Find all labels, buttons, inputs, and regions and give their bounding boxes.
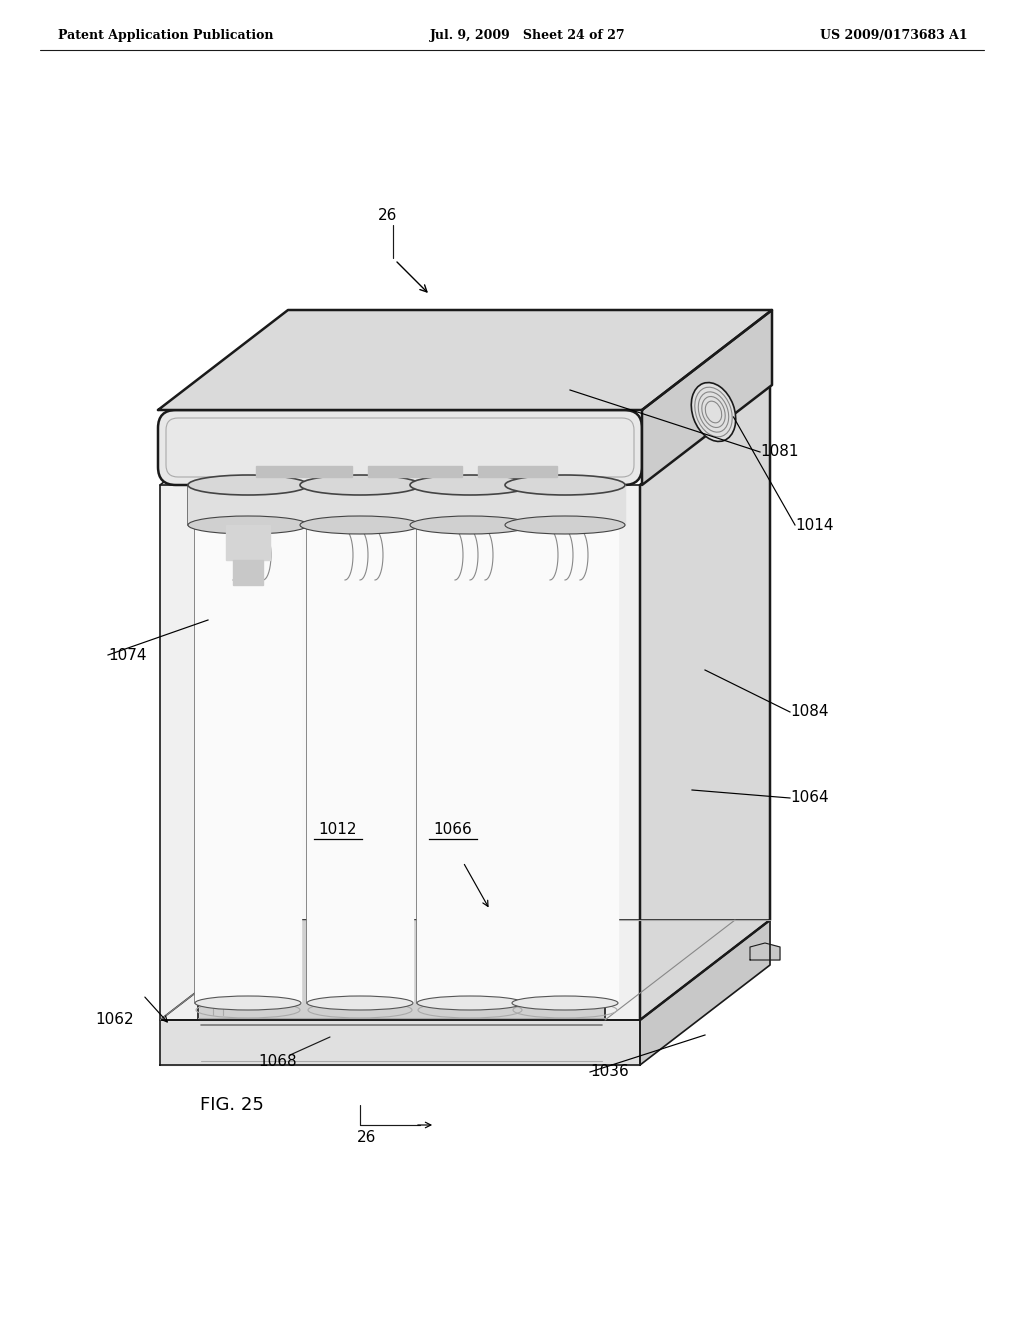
Text: 1012: 1012 (318, 822, 357, 837)
Polygon shape (750, 942, 780, 960)
Polygon shape (198, 484, 605, 1020)
Ellipse shape (195, 997, 301, 1010)
Text: 1084: 1084 (790, 705, 828, 719)
Text: FIG. 25: FIG. 25 (200, 1096, 264, 1114)
Ellipse shape (505, 516, 625, 535)
Polygon shape (478, 466, 557, 477)
Polygon shape (505, 484, 625, 525)
Ellipse shape (300, 516, 420, 535)
Text: 26: 26 (378, 207, 397, 223)
Polygon shape (605, 484, 640, 1020)
Polygon shape (226, 525, 270, 560)
Ellipse shape (410, 475, 530, 495)
Ellipse shape (188, 516, 308, 535)
Polygon shape (410, 484, 530, 525)
Ellipse shape (300, 475, 420, 495)
Polygon shape (640, 920, 770, 1065)
Polygon shape (160, 484, 198, 1020)
Text: US 2009/0173683 A1: US 2009/0173683 A1 (820, 29, 968, 41)
Ellipse shape (307, 997, 413, 1010)
Polygon shape (417, 525, 523, 1003)
Polygon shape (640, 385, 770, 1020)
Text: 1062: 1062 (95, 1012, 134, 1027)
Polygon shape (307, 525, 413, 1003)
FancyBboxPatch shape (158, 411, 642, 484)
Text: 1064: 1064 (790, 791, 828, 805)
Text: 1074: 1074 (108, 648, 146, 663)
Polygon shape (160, 1020, 640, 1065)
Polygon shape (368, 466, 462, 477)
Polygon shape (160, 920, 770, 1020)
Text: 1066: 1066 (433, 822, 472, 837)
Polygon shape (188, 484, 308, 525)
Polygon shape (300, 484, 420, 525)
Polygon shape (233, 560, 263, 585)
Text: 1081: 1081 (760, 445, 799, 459)
Ellipse shape (512, 997, 618, 1010)
Text: Patent Application Publication: Patent Application Publication (58, 29, 273, 41)
Text: 1014: 1014 (795, 517, 834, 532)
Polygon shape (256, 466, 352, 477)
Text: 1036: 1036 (590, 1064, 629, 1080)
Text: 26: 26 (357, 1130, 377, 1146)
Ellipse shape (691, 383, 735, 441)
Polygon shape (512, 525, 618, 1003)
Text: Jul. 9, 2009   Sheet 24 of 27: Jul. 9, 2009 Sheet 24 of 27 (430, 29, 626, 41)
Polygon shape (642, 310, 772, 484)
Ellipse shape (410, 516, 530, 535)
Text: 1068: 1068 (259, 1055, 297, 1069)
Polygon shape (195, 525, 301, 1003)
Polygon shape (158, 310, 772, 411)
Ellipse shape (188, 475, 308, 495)
Ellipse shape (417, 997, 523, 1010)
Ellipse shape (505, 475, 625, 495)
